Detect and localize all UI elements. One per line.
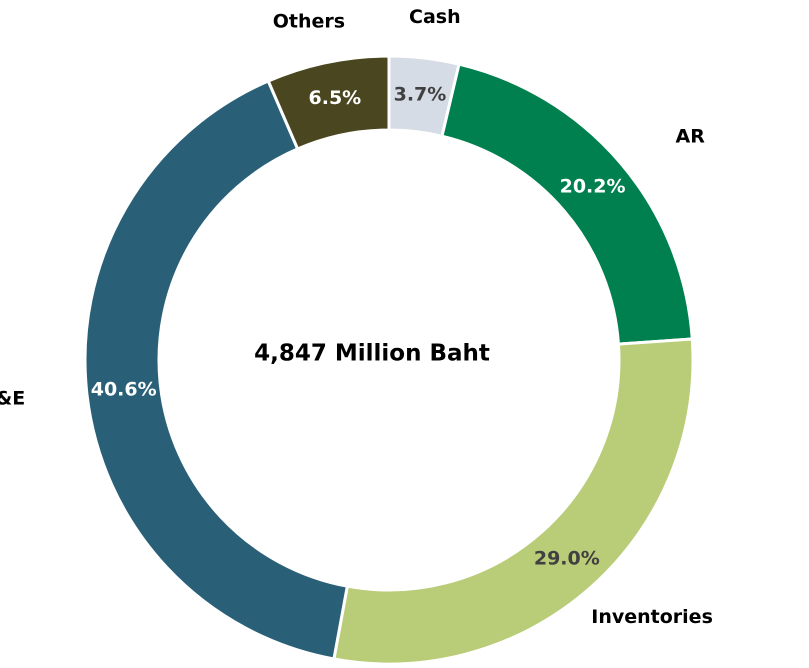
value-label: 20.2% [560,176,626,198]
category-label: Cash [409,6,461,28]
center-label: 4,847 Million Baht [254,341,490,367]
donut-segment [83,79,350,661]
category-label: Others [273,11,345,33]
category-label: AR [675,125,705,147]
category-label: PP&E [0,387,25,409]
category-label: Inventories [591,606,713,628]
donut-segment [266,54,391,151]
value-label: 6.5% [309,87,362,109]
donut-segment [332,337,695,666]
value-label: 40.6% [91,379,157,401]
donut-segment [440,62,694,346]
value-label: 29.0% [534,548,600,570]
value-label: 3.7% [394,83,447,105]
